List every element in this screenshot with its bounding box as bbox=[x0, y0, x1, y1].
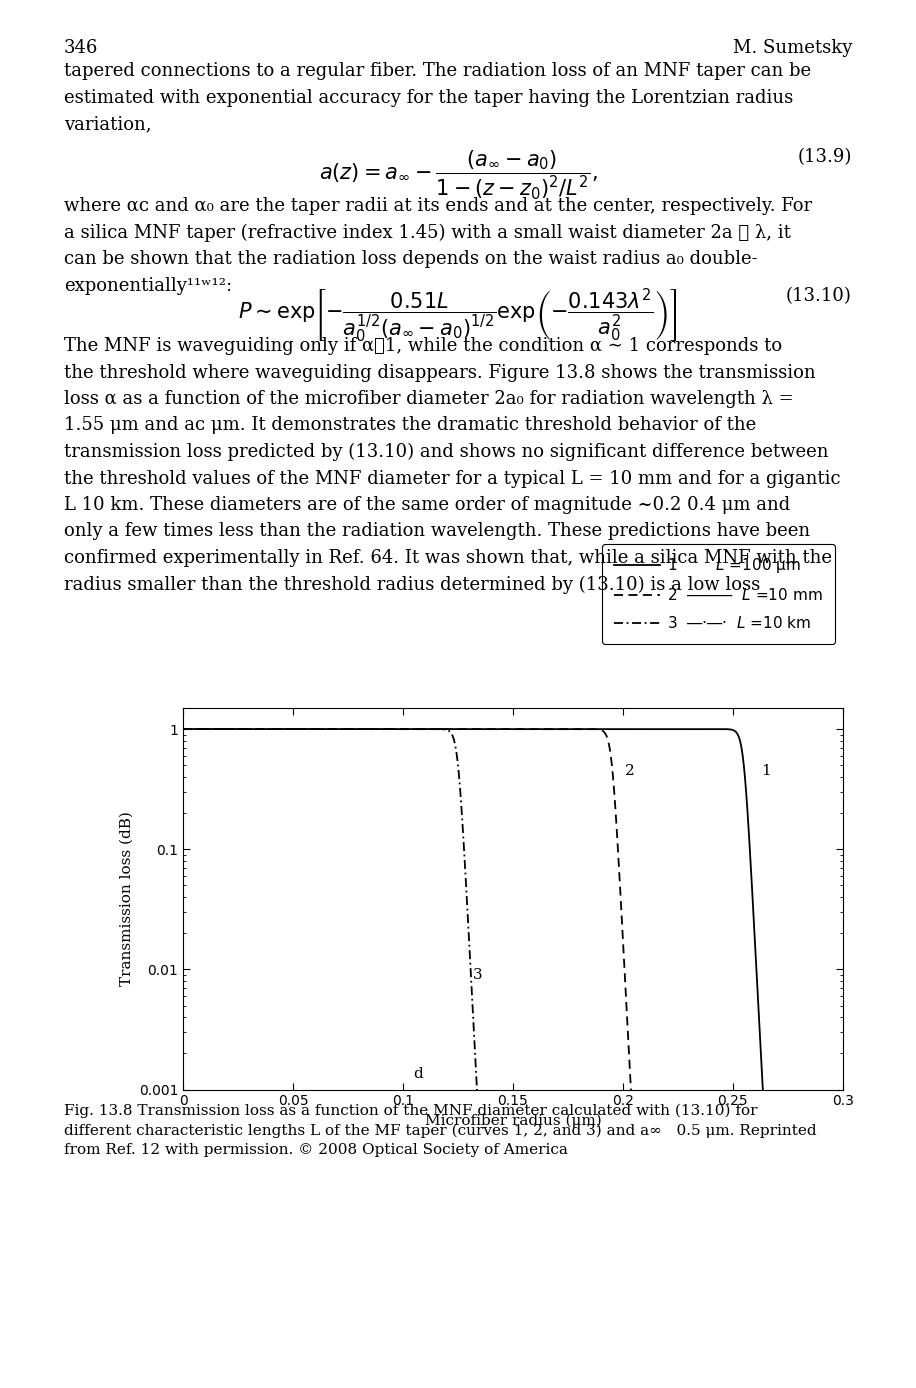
Text: M. Sumetsky: M. Sumetsky bbox=[733, 39, 852, 57]
Text: (13.9): (13.9) bbox=[798, 149, 852, 167]
Text: Fig. 13.8 Transmission loss as a function of the MNF diameter calculated with (1: Fig. 13.8 Transmission loss as a functio… bbox=[64, 1103, 817, 1158]
Text: d: d bbox=[413, 1067, 423, 1081]
Text: (13.10): (13.10) bbox=[786, 287, 852, 305]
Text: 1: 1 bbox=[761, 763, 770, 777]
Text: $P \sim \exp\!\left[-\dfrac{0.51L}{a_0^{1/2}(a_{\infty}-a_0)^{1/2}}\exp\!\left(-: $P \sim \exp\!\left[-\dfrac{0.51L}{a_0^{… bbox=[238, 287, 678, 346]
X-axis label: Microfiber radius (μm): Microfiber radius (μm) bbox=[425, 1115, 601, 1128]
Text: The MNF is waveguiding only if α≪1, while the condition α ∼ 1 corresponds to
the: The MNF is waveguiding only if α≪1, whil… bbox=[64, 337, 841, 594]
Legend: 1        $L$ =100 μm, 2  ―――  $L$ =10 mm, 3  ―·―·  $L$ =10 km: 1 $L$ =100 μm, 2 ――― $L$ =10 mm, 3 ―·―· … bbox=[602, 544, 835, 644]
Text: $a(z) = a_{\infty} - \dfrac{(a_{\infty} - a_0)}{1-(z-z_0)^2/L^2},$: $a(z) = a_{\infty} - \dfrac{(a_{\infty} … bbox=[319, 149, 597, 201]
Text: 346: 346 bbox=[64, 39, 99, 57]
Y-axis label: Transmission loss (dB): Transmission loss (dB) bbox=[119, 812, 134, 985]
Text: where αᴄ and α₀ are the taper radii at its ends and at the center, respectively.: where αᴄ and α₀ are the taper radii at i… bbox=[64, 197, 812, 294]
Text: 3: 3 bbox=[473, 967, 483, 981]
Text: 2: 2 bbox=[625, 763, 635, 777]
Text: tapered connections to a regular fiber. The radiation loss of an MNF taper can b: tapered connections to a regular fiber. … bbox=[64, 62, 812, 133]
